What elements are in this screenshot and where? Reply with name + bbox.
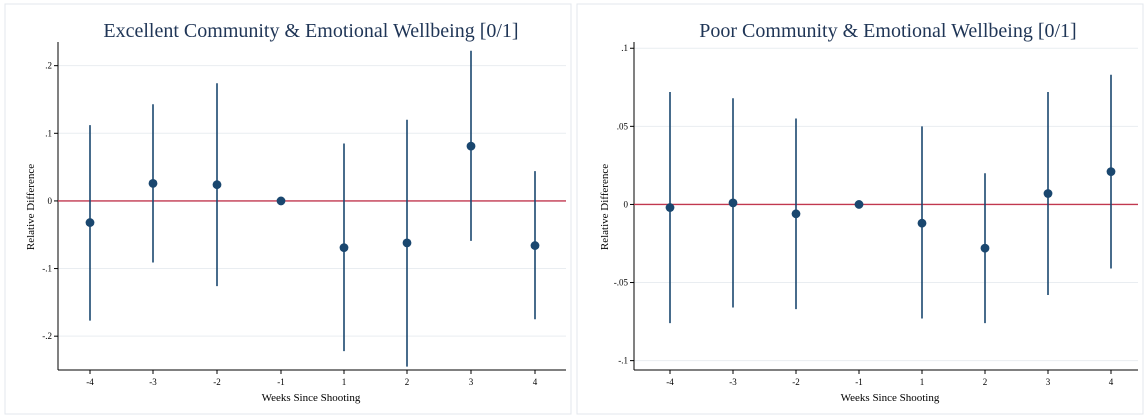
y-axis-label: Relative Difference bbox=[25, 164, 37, 250]
point-estimate bbox=[212, 180, 222, 190]
point-estimate bbox=[339, 243, 349, 252]
y-tick-label: -.2 bbox=[42, 331, 52, 341]
x-tick-label: -3 bbox=[149, 377, 157, 387]
x-tick-label: -4 bbox=[666, 377, 674, 387]
x-tick-label: 2 bbox=[983, 377, 988, 387]
chart-poor-svg: Poor Community & Emotional Wellbeing [0/… bbox=[576, 3, 1144, 415]
point-estimate bbox=[85, 218, 95, 227]
x-tick-label: -3 bbox=[729, 377, 737, 387]
panel-frame bbox=[4, 3, 572, 415]
y-tick-label: 0 bbox=[48, 196, 53, 206]
point-estimate bbox=[1043, 189, 1053, 198]
point-estimate bbox=[728, 198, 738, 208]
x-tick-label: 1 bbox=[342, 377, 347, 387]
x-tick-label: 2 bbox=[405, 377, 410, 387]
x-tick-label: -2 bbox=[792, 377, 800, 387]
x-tick-label: -4 bbox=[86, 377, 94, 387]
panel-frame bbox=[576, 3, 1144, 415]
x-tick-label: 3 bbox=[469, 377, 474, 387]
chart-panel-poor: Poor Community & Emotional Wellbeing [0/… bbox=[572, 0, 1144, 416]
point-estimate bbox=[530, 241, 540, 250]
y-tick-label: .2 bbox=[45, 61, 52, 71]
x-tick-label: 4 bbox=[533, 377, 538, 387]
point-estimate bbox=[917, 218, 927, 228]
point-estimate bbox=[1106, 167, 1116, 177]
y-tick-label: .1 bbox=[621, 43, 628, 53]
y-axis-label: Relative Difference bbox=[599, 164, 611, 250]
chart-title: Excellent Community & Emotional Wellbein… bbox=[103, 20, 518, 42]
x-axis-label: Weeks Since Shooting bbox=[262, 392, 361, 404]
x-tick-label: 3 bbox=[1046, 377, 1051, 387]
x-tick-label: -1 bbox=[855, 377, 863, 387]
point-estimate bbox=[466, 141, 476, 151]
y-tick-label: -.05 bbox=[614, 278, 629, 288]
point-estimate bbox=[665, 203, 675, 212]
x-axis-label: Weeks Since Shooting bbox=[841, 392, 940, 404]
x-tick-label: -2 bbox=[213, 377, 221, 387]
y-tick-label: -.1 bbox=[618, 356, 628, 366]
chart-panel-excellent: Excellent Community & Emotional Wellbein… bbox=[4, 3, 572, 415]
point-estimate bbox=[791, 209, 801, 219]
point-estimate bbox=[148, 178, 158, 188]
point-estimate bbox=[402, 238, 412, 248]
y-tick-label: 0 bbox=[624, 199, 629, 209]
point-estimate bbox=[854, 200, 864, 209]
y-tick-label: .1 bbox=[45, 128, 52, 138]
point-estimate bbox=[276, 196, 286, 206]
y-tick-label: .05 bbox=[617, 121, 629, 131]
chart-title: Poor Community & Emotional Wellbeing [0/… bbox=[699, 20, 1076, 42]
point-estimate bbox=[980, 243, 990, 253]
x-tick-label: 1 bbox=[920, 377, 925, 387]
chart-excellent-svg: Excellent Community & Emotional Wellbein… bbox=[4, 3, 572, 415]
x-tick-label: 4 bbox=[1109, 377, 1114, 387]
x-tick-label: -1 bbox=[277, 377, 285, 387]
y-tick-label: -.1 bbox=[42, 264, 52, 274]
